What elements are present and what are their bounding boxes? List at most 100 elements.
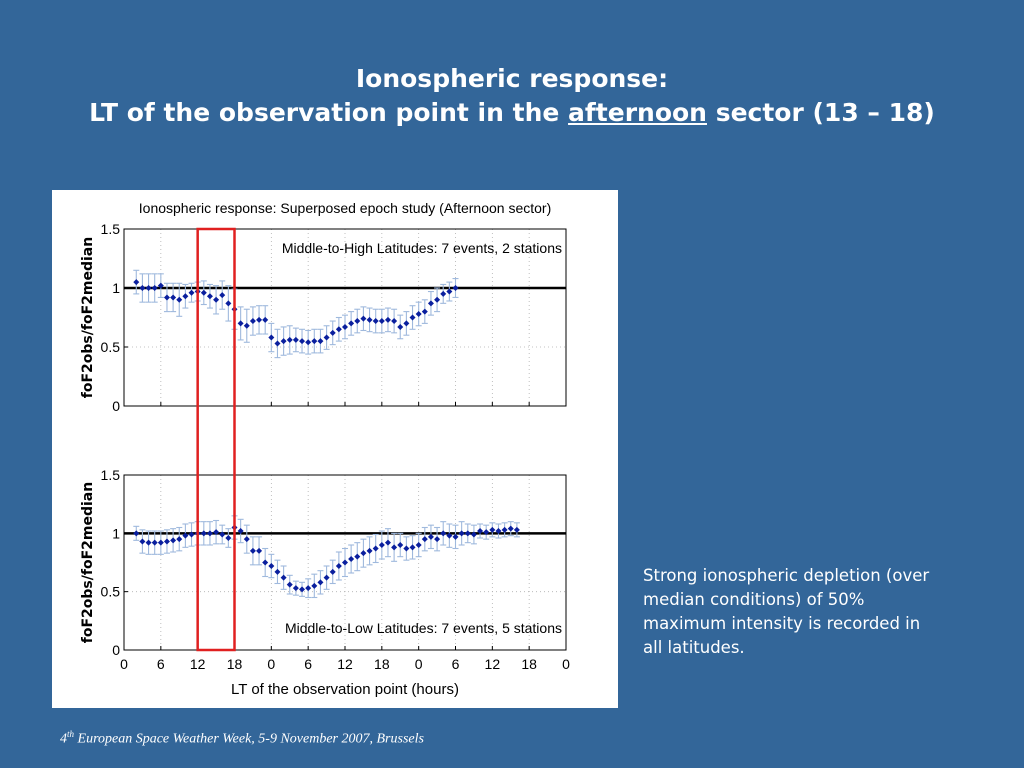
panel-1-y-tick-label: 0.5 — [101, 339, 121, 355]
panel-2-data-point — [434, 536, 441, 543]
panel-1-data-point — [157, 282, 164, 289]
panel-1-data-point — [421, 308, 428, 315]
panel-1-data-point — [292, 336, 299, 343]
panel-2-data-point — [292, 585, 299, 592]
panel-1-data-point — [274, 340, 281, 347]
panel-1-data-point — [280, 338, 287, 345]
panel-2-data-point — [335, 563, 342, 569]
panel-1-data-point — [256, 316, 263, 323]
panel-1-y-axis-label: foF2obs/foF2median — [80, 237, 96, 398]
panel-2-data-point — [440, 530, 447, 537]
panel-1-data-point — [446, 288, 453, 295]
panel-2-data-point — [477, 528, 484, 534]
panel-2-data-point — [323, 574, 330, 581]
panel-1-data-point — [206, 293, 213, 300]
panel-2-data-point — [372, 545, 379, 552]
panel-2-data-point — [354, 553, 361, 560]
panel-1-data-point — [299, 338, 306, 345]
panel-1-data-point — [323, 334, 330, 341]
caption-text: Strong ionospheric depletion (over media… — [643, 566, 930, 657]
panel-2-data-point — [513, 526, 520, 533]
footer-superscript: th — [67, 729, 75, 739]
panel-1-data-point — [360, 315, 367, 322]
panel-2-data-point — [305, 585, 312, 592]
x-tick-label: 0 — [562, 656, 570, 672]
panel-2-data-point — [151, 539, 158, 546]
footer-rest: European Space Weather Week, 5-9 Novembe… — [74, 731, 424, 747]
panel-1-data-point — [434, 296, 441, 303]
panel-2-data-point — [274, 568, 281, 575]
panel-2-data-point — [299, 586, 306, 593]
panel-2-y-tick-label: 0 — [112, 642, 120, 658]
panel-1-data-point — [170, 294, 177, 301]
footer-number: 4 — [60, 731, 67, 747]
panel-1-data-point — [188, 289, 195, 296]
panel-2-data-point — [182, 532, 189, 539]
panel-1-data-point — [335, 326, 342, 333]
panel-2-y-tick-label: 1 — [112, 525, 120, 541]
panel-1-data-point — [145, 285, 152, 291]
panel-1-data-point — [139, 285, 146, 291]
panel-2-data-point — [501, 526, 508, 533]
x-tick-label: 6 — [157, 656, 165, 672]
panel-1-data-point — [415, 310, 422, 317]
panel-2-y-tick-label: 1.5 — [101, 467, 121, 483]
panel-1-data-point — [342, 323, 348, 330]
panel-2-data-point — [176, 536, 183, 543]
panel-2-data-point — [507, 525, 514, 532]
panel-1-data-point — [151, 285, 158, 291]
panel-2-data-point — [452, 533, 459, 540]
panel-2-y-tick-label: 0.5 — [101, 584, 121, 600]
panel-2-data-point — [163, 538, 170, 545]
panel-2-data-point — [139, 538, 146, 545]
panel-1-y-tick-label: 1 — [112, 280, 120, 296]
panel-1-data-point — [182, 293, 189, 300]
superposed-epoch-chart: Ionospheric response: Superposed epoch s… — [80, 200, 570, 698]
panel-2-data-point — [489, 526, 496, 533]
panel-1-data-point — [219, 292, 226, 299]
panel-2-data-point — [317, 579, 324, 586]
panel-2-data-point — [464, 530, 471, 537]
title-line-1: Ionospheric response: — [355, 64, 669, 93]
panel-1-data-point — [305, 339, 312, 346]
panel-2-data-point — [249, 547, 256, 554]
panel-2-data-point — [188, 531, 195, 538]
x-axis-label: LT of the observation point (hours) — [231, 681, 459, 698]
panel-2-data-point — [391, 544, 398, 551]
panel-2-data-point — [280, 574, 287, 581]
panel-1-annotation: Middle-to-High Latitudes: 7 events, 2 st… — [282, 240, 562, 256]
chart-title: Ionospheric response: Superposed epoch s… — [139, 200, 551, 216]
panel-1-data-point — [317, 338, 324, 345]
panel-1-data-point — [384, 316, 391, 323]
afternoon-highlight-box — [196, 227, 236, 652]
panel-1-data-point — [354, 318, 361, 325]
panel-1-data-point — [286, 336, 293, 343]
panel-1-y-tick-label: 1.5 — [101, 221, 121, 237]
panel-1-data-point — [200, 289, 207, 296]
panel-2-data-point — [397, 542, 404, 548]
panel-1-data-point — [311, 338, 318, 345]
panel-1-data-point — [249, 318, 256, 325]
panel-2-data-point — [133, 530, 140, 537]
panel-2-data-point — [200, 530, 207, 537]
panel-1-y-tick-label: 0 — [112, 398, 120, 414]
panel-2-data-point — [157, 539, 164, 546]
panel-2-data-point — [495, 528, 502, 534]
panel-1-data-point — [378, 318, 385, 325]
panel-1-data-point — [391, 318, 398, 325]
panel-2-data-point — [268, 563, 275, 569]
x-tick-label: 0 — [120, 656, 128, 672]
panel-2-data-point — [378, 542, 385, 548]
panel-1-data-point — [268, 334, 275, 341]
x-tick-label: 18 — [374, 656, 390, 672]
panel-2-data-point — [348, 556, 355, 562]
panel-1-data-point — [409, 314, 416, 321]
panel-1-data-point — [427, 300, 434, 307]
panel-1-data-point — [403, 320, 410, 327]
panel-2-data-point — [262, 559, 269, 566]
panel-2-data-point — [384, 539, 391, 546]
panel-2-data-point — [366, 547, 373, 554]
panel-2-data-point — [237, 528, 244, 534]
panel-2-data-point — [458, 530, 465, 537]
panel-2-data-point — [243, 536, 250, 543]
